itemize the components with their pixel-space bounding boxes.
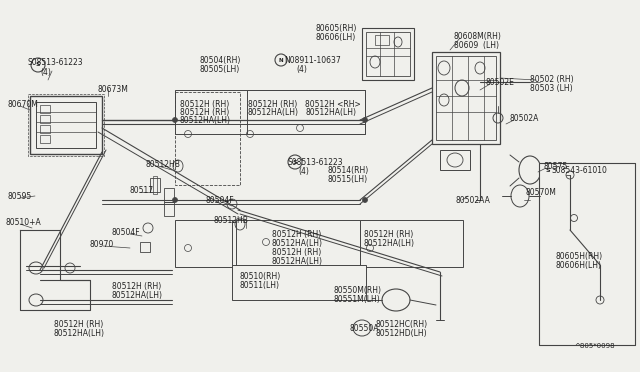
Bar bbox=[30, 96, 102, 154]
Bar bbox=[360, 220, 463, 267]
Text: 80512HA(LH): 80512HA(LH) bbox=[272, 239, 323, 248]
Text: 80512HB: 80512HB bbox=[214, 216, 249, 225]
Text: 80502A: 80502A bbox=[510, 114, 540, 123]
Bar bbox=[40, 125, 50, 133]
Text: 80512HA(LH): 80512HA(LH) bbox=[272, 257, 323, 266]
Bar bbox=[40, 105, 50, 113]
Text: 80512HA(LH): 80512HA(LH) bbox=[180, 116, 231, 125]
Text: 80512H (RH): 80512H (RH) bbox=[112, 282, 161, 291]
Text: 80517: 80517 bbox=[130, 186, 154, 195]
Text: 80503 (LH): 80503 (LH) bbox=[530, 84, 573, 93]
Text: 80505(LH): 80505(LH) bbox=[200, 65, 240, 74]
Text: S: S bbox=[292, 160, 298, 164]
Text: 80504F: 80504F bbox=[206, 196, 235, 205]
Bar bbox=[362, 28, 414, 80]
Text: 80512H (RH): 80512H (RH) bbox=[248, 100, 297, 109]
Bar bbox=[175, 90, 365, 134]
Bar bbox=[366, 32, 410, 76]
Bar bbox=[432, 52, 500, 144]
Bar bbox=[175, 220, 360, 267]
Bar bbox=[232, 265, 366, 300]
Text: 80510+A: 80510+A bbox=[5, 218, 41, 227]
Bar bbox=[539, 163, 635, 345]
Text: 80502E: 80502E bbox=[486, 78, 515, 87]
Circle shape bbox=[173, 198, 177, 202]
Text: 80551M(LH): 80551M(LH) bbox=[334, 295, 381, 304]
Text: 80510(RH): 80510(RH) bbox=[240, 272, 281, 281]
Bar bbox=[28, 94, 104, 156]
Circle shape bbox=[362, 118, 367, 122]
Text: 80512HA(LH): 80512HA(LH) bbox=[248, 108, 299, 117]
Text: 80550M(RH): 80550M(RH) bbox=[334, 286, 382, 295]
Text: 80512H (RH): 80512H (RH) bbox=[54, 320, 103, 329]
Text: 80514(RH): 80514(RH) bbox=[328, 166, 369, 175]
Text: 80512H (RH): 80512H (RH) bbox=[364, 230, 413, 239]
Text: 80515(LH): 80515(LH) bbox=[328, 175, 368, 184]
Bar bbox=[153, 176, 157, 194]
Bar bbox=[440, 150, 470, 170]
Text: 80595: 80595 bbox=[8, 192, 32, 201]
Text: 80512H (RH): 80512H (RH) bbox=[180, 108, 229, 117]
Text: 80512H (RH): 80512H (RH) bbox=[272, 248, 321, 257]
Ellipse shape bbox=[382, 289, 410, 311]
Text: S08513-61223: S08513-61223 bbox=[288, 158, 344, 167]
Text: 80575: 80575 bbox=[543, 162, 567, 171]
Bar bbox=[436, 56, 496, 140]
Bar bbox=[140, 242, 150, 252]
Text: 80511(LH): 80511(LH) bbox=[240, 281, 280, 290]
Text: ^805*0098: ^805*0098 bbox=[574, 343, 614, 349]
Text: 80504F: 80504F bbox=[112, 228, 141, 237]
Text: 80502 (RH): 80502 (RH) bbox=[530, 75, 573, 84]
Bar bbox=[150, 178, 160, 192]
Circle shape bbox=[362, 198, 367, 202]
Bar bbox=[40, 115, 50, 123]
Text: 80512HA(LH): 80512HA(LH) bbox=[54, 329, 105, 338]
Text: S: S bbox=[36, 62, 40, 67]
Text: N: N bbox=[278, 58, 284, 62]
Bar bbox=[375, 35, 389, 45]
Text: 80512HC(RH): 80512HC(RH) bbox=[376, 320, 428, 329]
Text: 80502AA: 80502AA bbox=[456, 196, 491, 205]
Text: 80512H (RH): 80512H (RH) bbox=[272, 230, 321, 239]
Bar bbox=[164, 202, 174, 216]
Text: 80512HD(LH): 80512HD(LH) bbox=[376, 329, 428, 338]
Text: 80609  (LH): 80609 (LH) bbox=[454, 41, 499, 50]
Text: (4): (4) bbox=[298, 167, 309, 176]
Bar bbox=[175, 92, 240, 185]
Text: 80512HA(LH): 80512HA(LH) bbox=[112, 291, 163, 300]
Text: 80512H <RH>: 80512H <RH> bbox=[305, 100, 361, 109]
Bar bbox=[164, 188, 174, 202]
Text: S: S bbox=[546, 167, 550, 173]
Text: 80512HA(LH): 80512HA(LH) bbox=[305, 108, 356, 117]
Bar bbox=[40, 135, 50, 143]
Text: 80670M: 80670M bbox=[8, 100, 39, 109]
Bar bbox=[247, 90, 365, 134]
Text: 80512HB: 80512HB bbox=[146, 160, 181, 169]
Text: 80606H(LH): 80606H(LH) bbox=[556, 261, 602, 270]
Bar bbox=[539, 163, 635, 345]
Text: 80550A: 80550A bbox=[350, 324, 380, 333]
Text: (4): (4) bbox=[40, 68, 51, 77]
Text: 80512H (RH): 80512H (RH) bbox=[180, 100, 229, 109]
Text: 80605(RH): 80605(RH) bbox=[316, 24, 357, 33]
Text: 80570M: 80570M bbox=[526, 188, 557, 197]
Text: N08911-10637: N08911-10637 bbox=[284, 56, 340, 65]
Text: 80512HA(LH): 80512HA(LH) bbox=[364, 239, 415, 248]
Text: S08543-61010: S08543-61010 bbox=[552, 166, 608, 175]
Text: (4): (4) bbox=[296, 65, 307, 74]
Text: 80970: 80970 bbox=[90, 240, 115, 249]
Text: 80606(LH): 80606(LH) bbox=[316, 33, 356, 42]
Text: 80504(RH): 80504(RH) bbox=[200, 56, 241, 65]
Text: 80605H(RH): 80605H(RH) bbox=[556, 252, 603, 261]
Text: 80608M(RH): 80608M(RH) bbox=[454, 32, 502, 41]
Text: S08513-61223: S08513-61223 bbox=[28, 58, 84, 67]
Text: 80673M: 80673M bbox=[98, 85, 129, 94]
Bar bbox=[36, 102, 96, 148]
Circle shape bbox=[173, 118, 177, 122]
